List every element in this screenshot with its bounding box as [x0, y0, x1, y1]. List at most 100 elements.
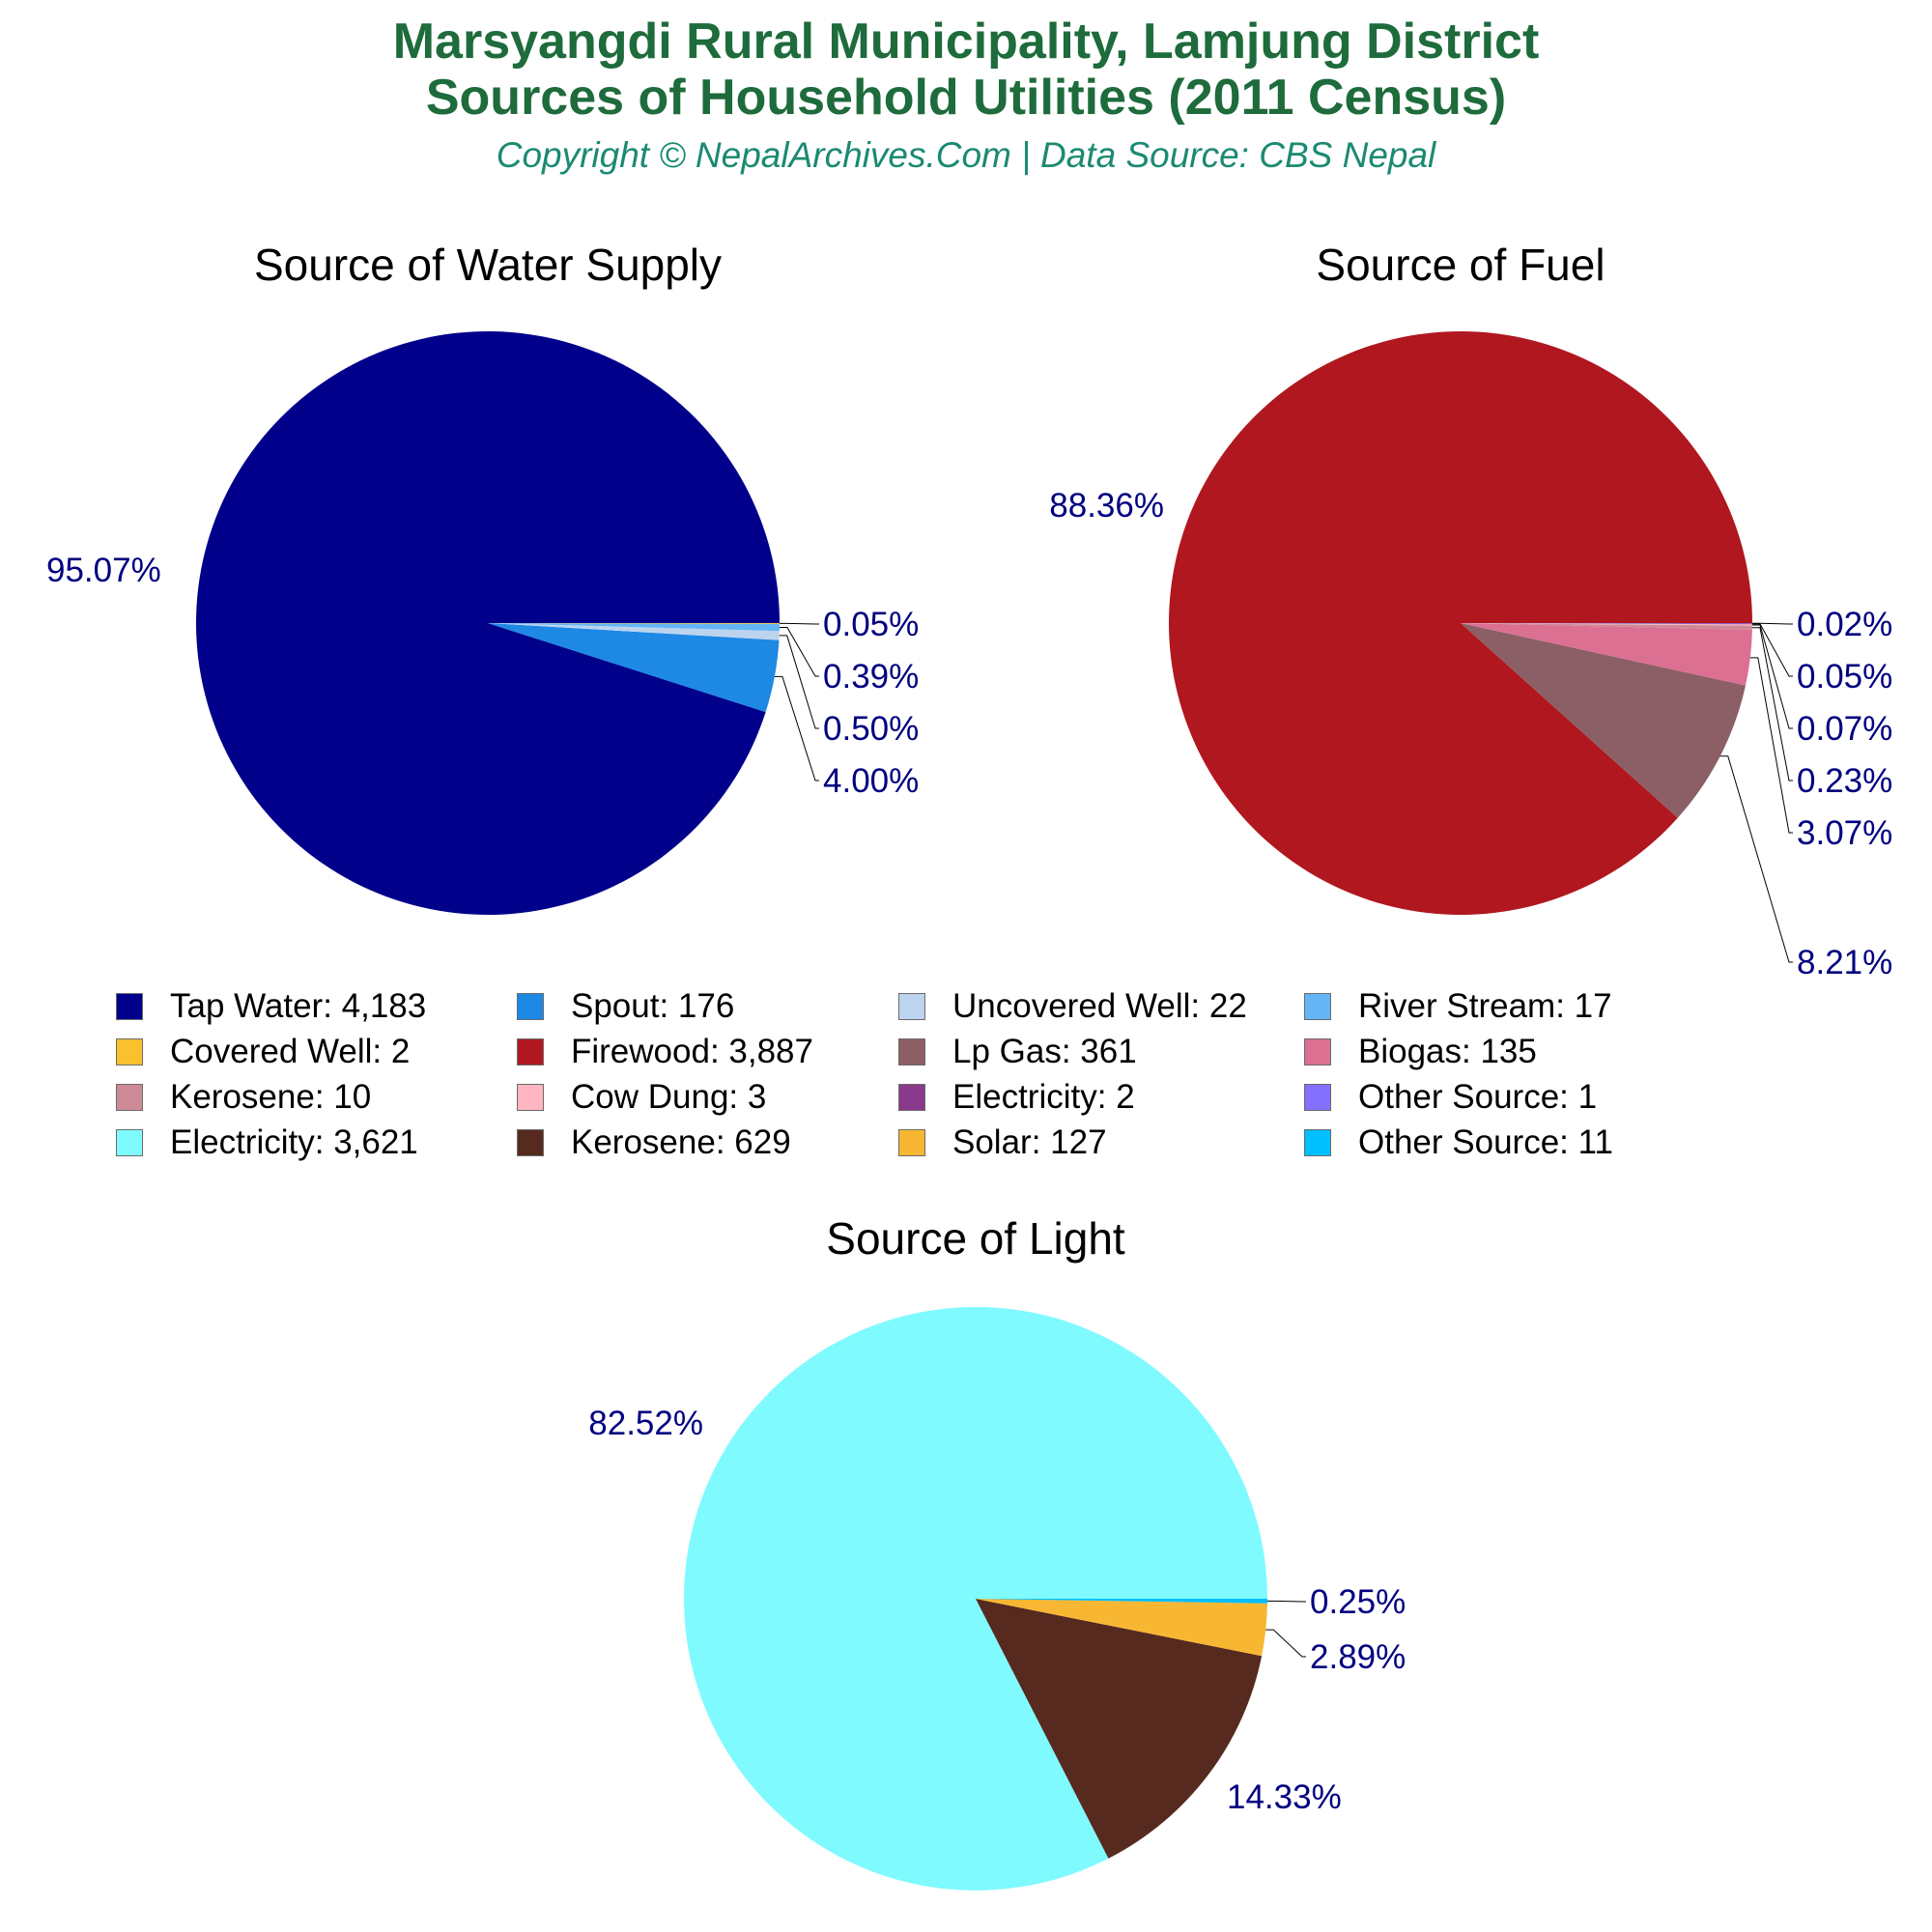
legend-label: Cow Dung: 3: [571, 1078, 767, 1116]
slice-percent-label: 0.39%: [823, 658, 919, 696]
legend-swatch: [116, 1129, 143, 1156]
legend-label: Covered Well: 2: [170, 1033, 411, 1070]
legend-item: Firewood: 3,887: [517, 1031, 813, 1073]
legend-label: Electricity: 2: [952, 1078, 1135, 1116]
legend-item: Other Source: 11: [1304, 1122, 1613, 1164]
slice-percent-label: 0.05%: [823, 606, 919, 643]
label-leader-line: [1266, 1600, 1306, 1603]
legend-label: Tap Water: 4,183: [170, 987, 427, 1025]
legend-label: Kerosene: 10: [170, 1078, 372, 1116]
slice-percent-label: 8.21%: [1797, 944, 1892, 981]
copyright-subtitle: Copyright © NepalArchives.Com | Data Sou…: [496, 135, 1436, 175]
slice-percent-label: 88.36%: [1049, 487, 1164, 525]
slice-percent-label: 0.02%: [1797, 606, 1892, 643]
main-title-line-1: Marsyangdi Rural Municipality, Lamjung D…: [392, 14, 1540, 70]
label-leader-line: [1719, 755, 1793, 963]
label-leader-line: [1751, 622, 1793, 625]
label-leader-line: [779, 622, 819, 625]
slice-percent-label: 0.07%: [1797, 710, 1892, 748]
slice-percent-label: 2.89%: [1310, 1638, 1406, 1676]
pie-slice-kerosene: [976, 1599, 1263, 1859]
legend-label: River Stream: 17: [1358, 987, 1612, 1025]
pie-slice-biogas: [1461, 623, 1752, 686]
legend-item: Kerosene: 10: [116, 1076, 371, 1119]
legend-item: Solar: 127: [898, 1122, 1107, 1164]
slice-percent-label: 0.23%: [1797, 762, 1892, 800]
pie-slice-covered-well: [488, 623, 780, 624]
legend-swatch: [517, 993, 544, 1020]
legend-item: Spout: 176: [517, 985, 734, 1028]
legend-swatch: [1304, 1038, 1331, 1065]
slice-percent-label: 4.00%: [823, 762, 919, 800]
legend-swatch: [517, 1129, 544, 1156]
legend-item: River Stream: 17: [1304, 985, 1612, 1028]
legend-label: Other Source: 11: [1358, 1123, 1613, 1161]
slice-percent-label: 82.52%: [588, 1405, 703, 1442]
slice-percent-label: 95.07%: [46, 552, 161, 589]
slice-percent-label: 0.50%: [823, 710, 919, 748]
label-leader-line: [1749, 657, 1793, 834]
legend-label: Other Source: 1: [1358, 1078, 1598, 1116]
legend-item: Kerosene: 629: [517, 1122, 791, 1164]
legend-swatch: [1304, 993, 1331, 1020]
pie-slice-electricity: [1461, 623, 1752, 625]
legend-swatch: [517, 1038, 544, 1065]
label-leader-line: [779, 627, 819, 677]
legend-swatch: [116, 1084, 143, 1111]
slice-percent-label: 0.25%: [1310, 1583, 1406, 1621]
label-leader-line: [1751, 624, 1793, 729]
legend-label: Solar: 127: [952, 1123, 1107, 1161]
slice-percent-label: 3.07%: [1797, 814, 1892, 852]
legend-item: Electricity: 2: [898, 1076, 1135, 1119]
legend-swatch: [898, 993, 925, 1020]
legend-swatch: [1304, 1084, 1331, 1111]
main-title-line-2: Sources of Household Utilities (2011 Cen…: [425, 70, 1507, 126]
legend-swatch: [1304, 1129, 1331, 1156]
label-leader-line: [1751, 627, 1793, 781]
legend-swatch: [898, 1084, 925, 1111]
label-leader-line: [774, 675, 819, 781]
legend-label: Spout: 176: [571, 987, 735, 1025]
pie-chart-source-of-light: Source of Light 82.52% 0.25% 2.89% 14.33%: [588, 1213, 1406, 1891]
legend-swatch: [898, 1129, 925, 1156]
legend-label: Uncovered Well: 22: [952, 987, 1247, 1025]
pie-slice-spout: [488, 623, 780, 713]
label-leader-line: [1265, 1629, 1306, 1658]
legend-item: Uncovered Well: 22: [898, 985, 1247, 1028]
pie-slice-solar: [976, 1599, 1267, 1657]
legend-swatch: [116, 993, 143, 1020]
pie-slice-river-stream: [488, 623, 780, 632]
pie-slice-kerosene: [1461, 623, 1752, 630]
legend-label: Biogas: 135: [1358, 1033, 1537, 1070]
legend-label: Electricity: 3,621: [170, 1123, 418, 1161]
legend-swatch: [517, 1084, 544, 1111]
legend-swatch: [116, 1038, 143, 1065]
pie-slice-cow-dung: [1461, 623, 1752, 626]
pie-slice-firewood: [1168, 331, 1752, 916]
pie-chart-source-of-fuel: Source of Fuel 88.36% 0.02% 0.05% 0.07% 0.23%…: [1049, 240, 1892, 981]
legend-label: Firewood: 3,887: [571, 1033, 813, 1070]
pie-slice-other-source: [976, 1599, 1267, 1604]
pie-chart-source-of-water-supply: Source of Water Supply 95.07% 0.05% 0.39% 0.…: [46, 240, 919, 915]
pie-title: Source of Water Supply: [254, 240, 722, 290]
legend-item: Other Source: 1: [1304, 1076, 1597, 1119]
label-leader-line: [1751, 623, 1793, 677]
legend-item: Tap Water: 4,183: [116, 985, 426, 1028]
legend-label: Kerosene: 629: [571, 1123, 791, 1161]
legend-swatch: [898, 1038, 925, 1065]
legend-item: Lp Gas: 361: [898, 1031, 1137, 1073]
pie-slice-lp-gas: [1461, 623, 1747, 818]
legend-item: Cow Dung: 3: [517, 1076, 766, 1119]
pie-title: Source of Fuel: [1316, 240, 1605, 290]
chart-header: Marsyangdi Rural Municipality, Lamjung D…: [0, 14, 1932, 178]
legend-item: Electricity: 3,621: [116, 1122, 418, 1164]
label-leader-line: [779, 635, 819, 729]
pie-slice-uncovered-well: [488, 623, 780, 640]
pie-title: Source of Light: [826, 1213, 1125, 1264]
slice-percent-label: 14.33%: [1227, 1778, 1342, 1816]
legend-item: Covered Well: 2: [116, 1031, 410, 1073]
pie-slice-electricity: [683, 1307, 1267, 1891]
legend-item: Biogas: 135: [1304, 1031, 1537, 1073]
slice-percent-label: 0.05%: [1797, 658, 1892, 696]
